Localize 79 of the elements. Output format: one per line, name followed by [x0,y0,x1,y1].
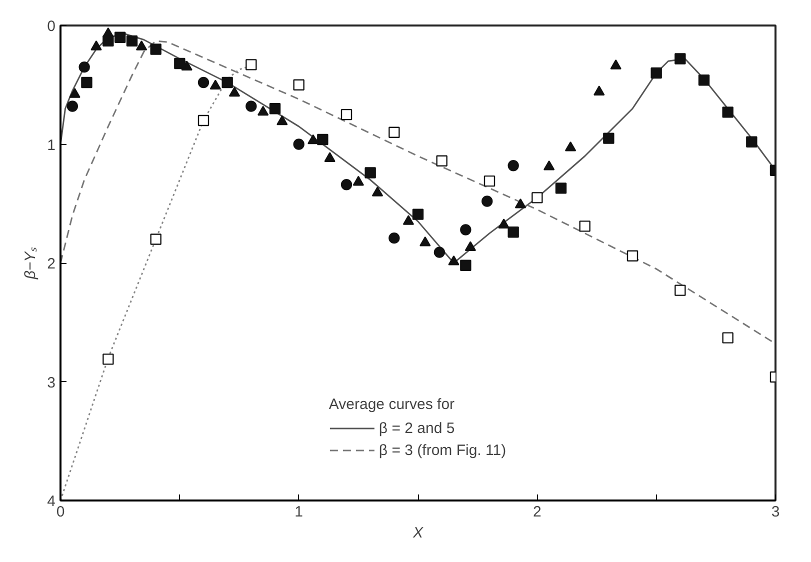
x-tick-label: 1 [294,504,304,520]
point [364,167,376,178]
point [508,226,519,238]
point [102,35,114,47]
point [269,103,281,114]
point [198,114,210,126]
point [293,79,304,90]
point [420,236,431,246]
point [324,152,336,162]
x-axis-title: X [412,524,424,542]
point [402,215,414,225]
point [484,175,496,187]
point [150,234,162,245]
point [698,74,710,86]
point [102,354,114,365]
point [543,160,555,170]
point [448,255,460,266]
point [579,220,590,232]
point [610,60,622,70]
point [626,250,638,262]
point [150,44,162,55]
point [90,40,102,50]
point [210,80,222,90]
point [388,232,400,244]
point [434,246,446,258]
point [508,160,519,172]
point [198,76,210,88]
point [222,76,233,88]
point [293,138,304,150]
point [246,100,257,112]
point [514,198,526,208]
point [69,88,80,98]
point [246,59,257,70]
point [746,136,758,148]
point [352,176,364,186]
y-axis-title: β−Yₛ [22,246,40,280]
point [174,58,186,70]
point [78,61,90,73]
point [532,192,543,204]
legend-title: Average curves for [328,396,456,413]
y-tick-label: 3 [47,374,56,392]
point [722,332,734,344]
x-tick-label: 3 [771,504,780,520]
point [460,260,472,271]
point [136,40,148,50]
point [388,126,400,138]
point [674,53,686,64]
point [436,155,448,166]
point [498,218,510,228]
point [276,115,288,126]
point [564,141,576,152]
point [228,86,240,97]
point [594,86,605,96]
point [460,224,472,236]
y-tick-label: 4 [47,493,56,510]
point [555,182,567,194]
point [464,241,476,252]
point [372,186,384,196]
point [257,106,269,116]
point [603,132,614,144]
point [722,106,734,118]
point [674,284,686,296]
point [650,67,662,79]
point [126,35,138,47]
legend-label: β = 2 and 5 [378,420,455,436]
point [66,100,78,112]
point [308,134,319,144]
x-tick-label: 2 [532,504,542,520]
y-tick-label: 2 [47,256,56,272]
point [317,134,328,146]
y-tick-label: 0 [47,18,56,35]
point [340,108,352,120]
point [482,196,493,207]
y-tick-label: 1 [47,136,56,154]
point [412,208,424,220]
point [114,32,126,43]
point [81,76,92,88]
point [340,179,352,190]
legend-label: β = 3 (from Fig. 11) [378,442,506,458]
